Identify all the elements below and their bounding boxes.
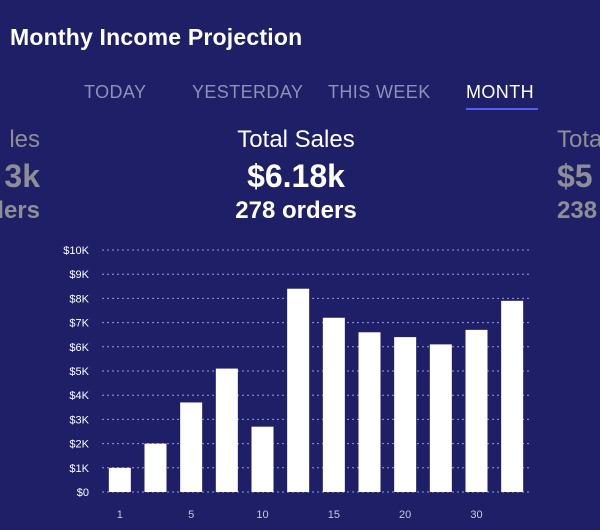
summary-orders: ders: [0, 197, 40, 224]
period-tabs: TODAY YESTERDAY THIS WEEK MONTH: [0, 78, 600, 114]
y-tick-label: $10K: [63, 245, 89, 257]
summary-amount: $6.18k: [247, 158, 345, 194]
y-tick-label: $7K: [69, 318, 89, 330]
x-tick-label: 5: [188, 509, 194, 521]
x-tick-label: 10: [256, 509, 268, 521]
x-tick-label: 1: [117, 509, 123, 521]
y-tick-label: $4K: [69, 390, 89, 402]
chart-bar[interactable]: [215, 368, 238, 492]
tab-yesterday[interactable]: YESTERDAY: [192, 82, 304, 102]
chart-bar[interactable]: [501, 300, 524, 492]
y-tick-label: $0: [77, 487, 89, 499]
y-tick-label: $2K: [69, 439, 89, 451]
chart-bar[interactable]: [322, 317, 345, 492]
summary-label: Total Sales: [237, 126, 355, 153]
chart-bar[interactable]: [251, 426, 274, 492]
x-tick-label: 15: [328, 509, 340, 521]
summary-orders: 278 orders: [235, 197, 357, 224]
y-tick-label: $3K: [69, 414, 89, 426]
y-tick-label: $5K: [69, 366, 89, 378]
summary-panel-current[interactable]: Total Sales $6.18k 278 orders: [196, 126, 396, 225]
active-tab-indicator: [466, 108, 538, 110]
y-tick-label: $9K: [69, 269, 89, 281]
chart-bar[interactable]: [465, 329, 488, 492]
x-tick-label: 20: [399, 509, 411, 521]
x-tick-label: 30: [470, 509, 482, 521]
chart-bar[interactable]: [180, 402, 203, 492]
summary-label: les: [9, 126, 40, 153]
tab-today[interactable]: TODAY: [84, 82, 147, 102]
page-title: Monthy Income Projection: [10, 24, 303, 50]
chart-bar[interactable]: [429, 344, 452, 492]
summary-panel-next[interactable]: Tota $5 238: [557, 126, 600, 225]
summary-label: Tota: [557, 126, 600, 153]
y-tick-label: $8K: [69, 293, 89, 305]
chart-bar[interactable]: [144, 443, 167, 492]
tab-this-week[interactable]: THIS WEEK: [328, 82, 431, 102]
summary-amount: 3k: [4, 158, 40, 194]
y-tick-label: $6K: [69, 342, 89, 354]
summary-panel-previous[interactable]: les 3k ders: [0, 126, 40, 225]
chart-bar[interactable]: [108, 467, 131, 492]
summary-orders: 238: [557, 197, 598, 224]
chart-bar[interactable]: [358, 332, 381, 492]
tab-month[interactable]: MONTH: [466, 82, 534, 102]
y-tick-label: $1K: [69, 463, 89, 475]
chart-bar[interactable]: [394, 337, 417, 492]
chart-bar[interactable]: [287, 288, 310, 492]
summary-amount: $5: [557, 158, 593, 194]
